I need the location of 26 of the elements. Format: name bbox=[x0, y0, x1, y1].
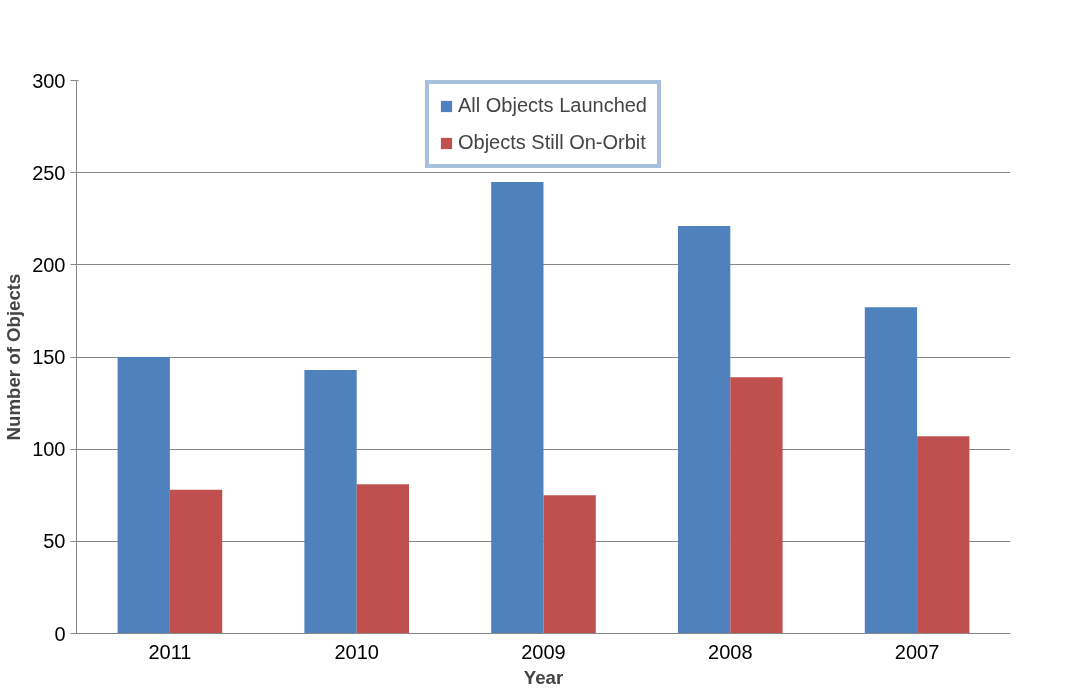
x-tick-label: 2011 bbox=[148, 640, 192, 663]
y-tick-label: 200 bbox=[32, 253, 66, 276]
bar bbox=[543, 495, 596, 634]
bar bbox=[117, 357, 170, 634]
y-axis-title: Number of Objects bbox=[3, 273, 25, 441]
x-tick-label: 2008 bbox=[708, 640, 753, 663]
y-tick-label: 0 bbox=[54, 622, 66, 645]
bar bbox=[917, 436, 970, 634]
bar bbox=[356, 484, 409, 634]
x-tick-label: 2010 bbox=[334, 640, 379, 663]
bar bbox=[169, 489, 223, 634]
legend-label: All Objects Launched bbox=[457, 94, 648, 117]
bar bbox=[730, 377, 783, 634]
y-tick-label: 100 bbox=[32, 438, 66, 461]
y-tick-label: 50 bbox=[43, 530, 66, 553]
x-axis-title: Year bbox=[523, 666, 564, 688]
bar bbox=[678, 226, 731, 634]
bar bbox=[864, 307, 918, 634]
y-tick-label: 150 bbox=[32, 346, 66, 368]
bar bbox=[491, 181, 544, 634]
y-tick-label: 250 bbox=[32, 161, 66, 184]
x-tick-label: 2009 bbox=[521, 640, 566, 663]
bar bbox=[304, 369, 357, 634]
legend-label: Objects Still On-Orbit bbox=[457, 131, 646, 154]
y-tick-label: 300 bbox=[32, 69, 66, 92]
x-tick-label: 2007 bbox=[894, 640, 940, 663]
